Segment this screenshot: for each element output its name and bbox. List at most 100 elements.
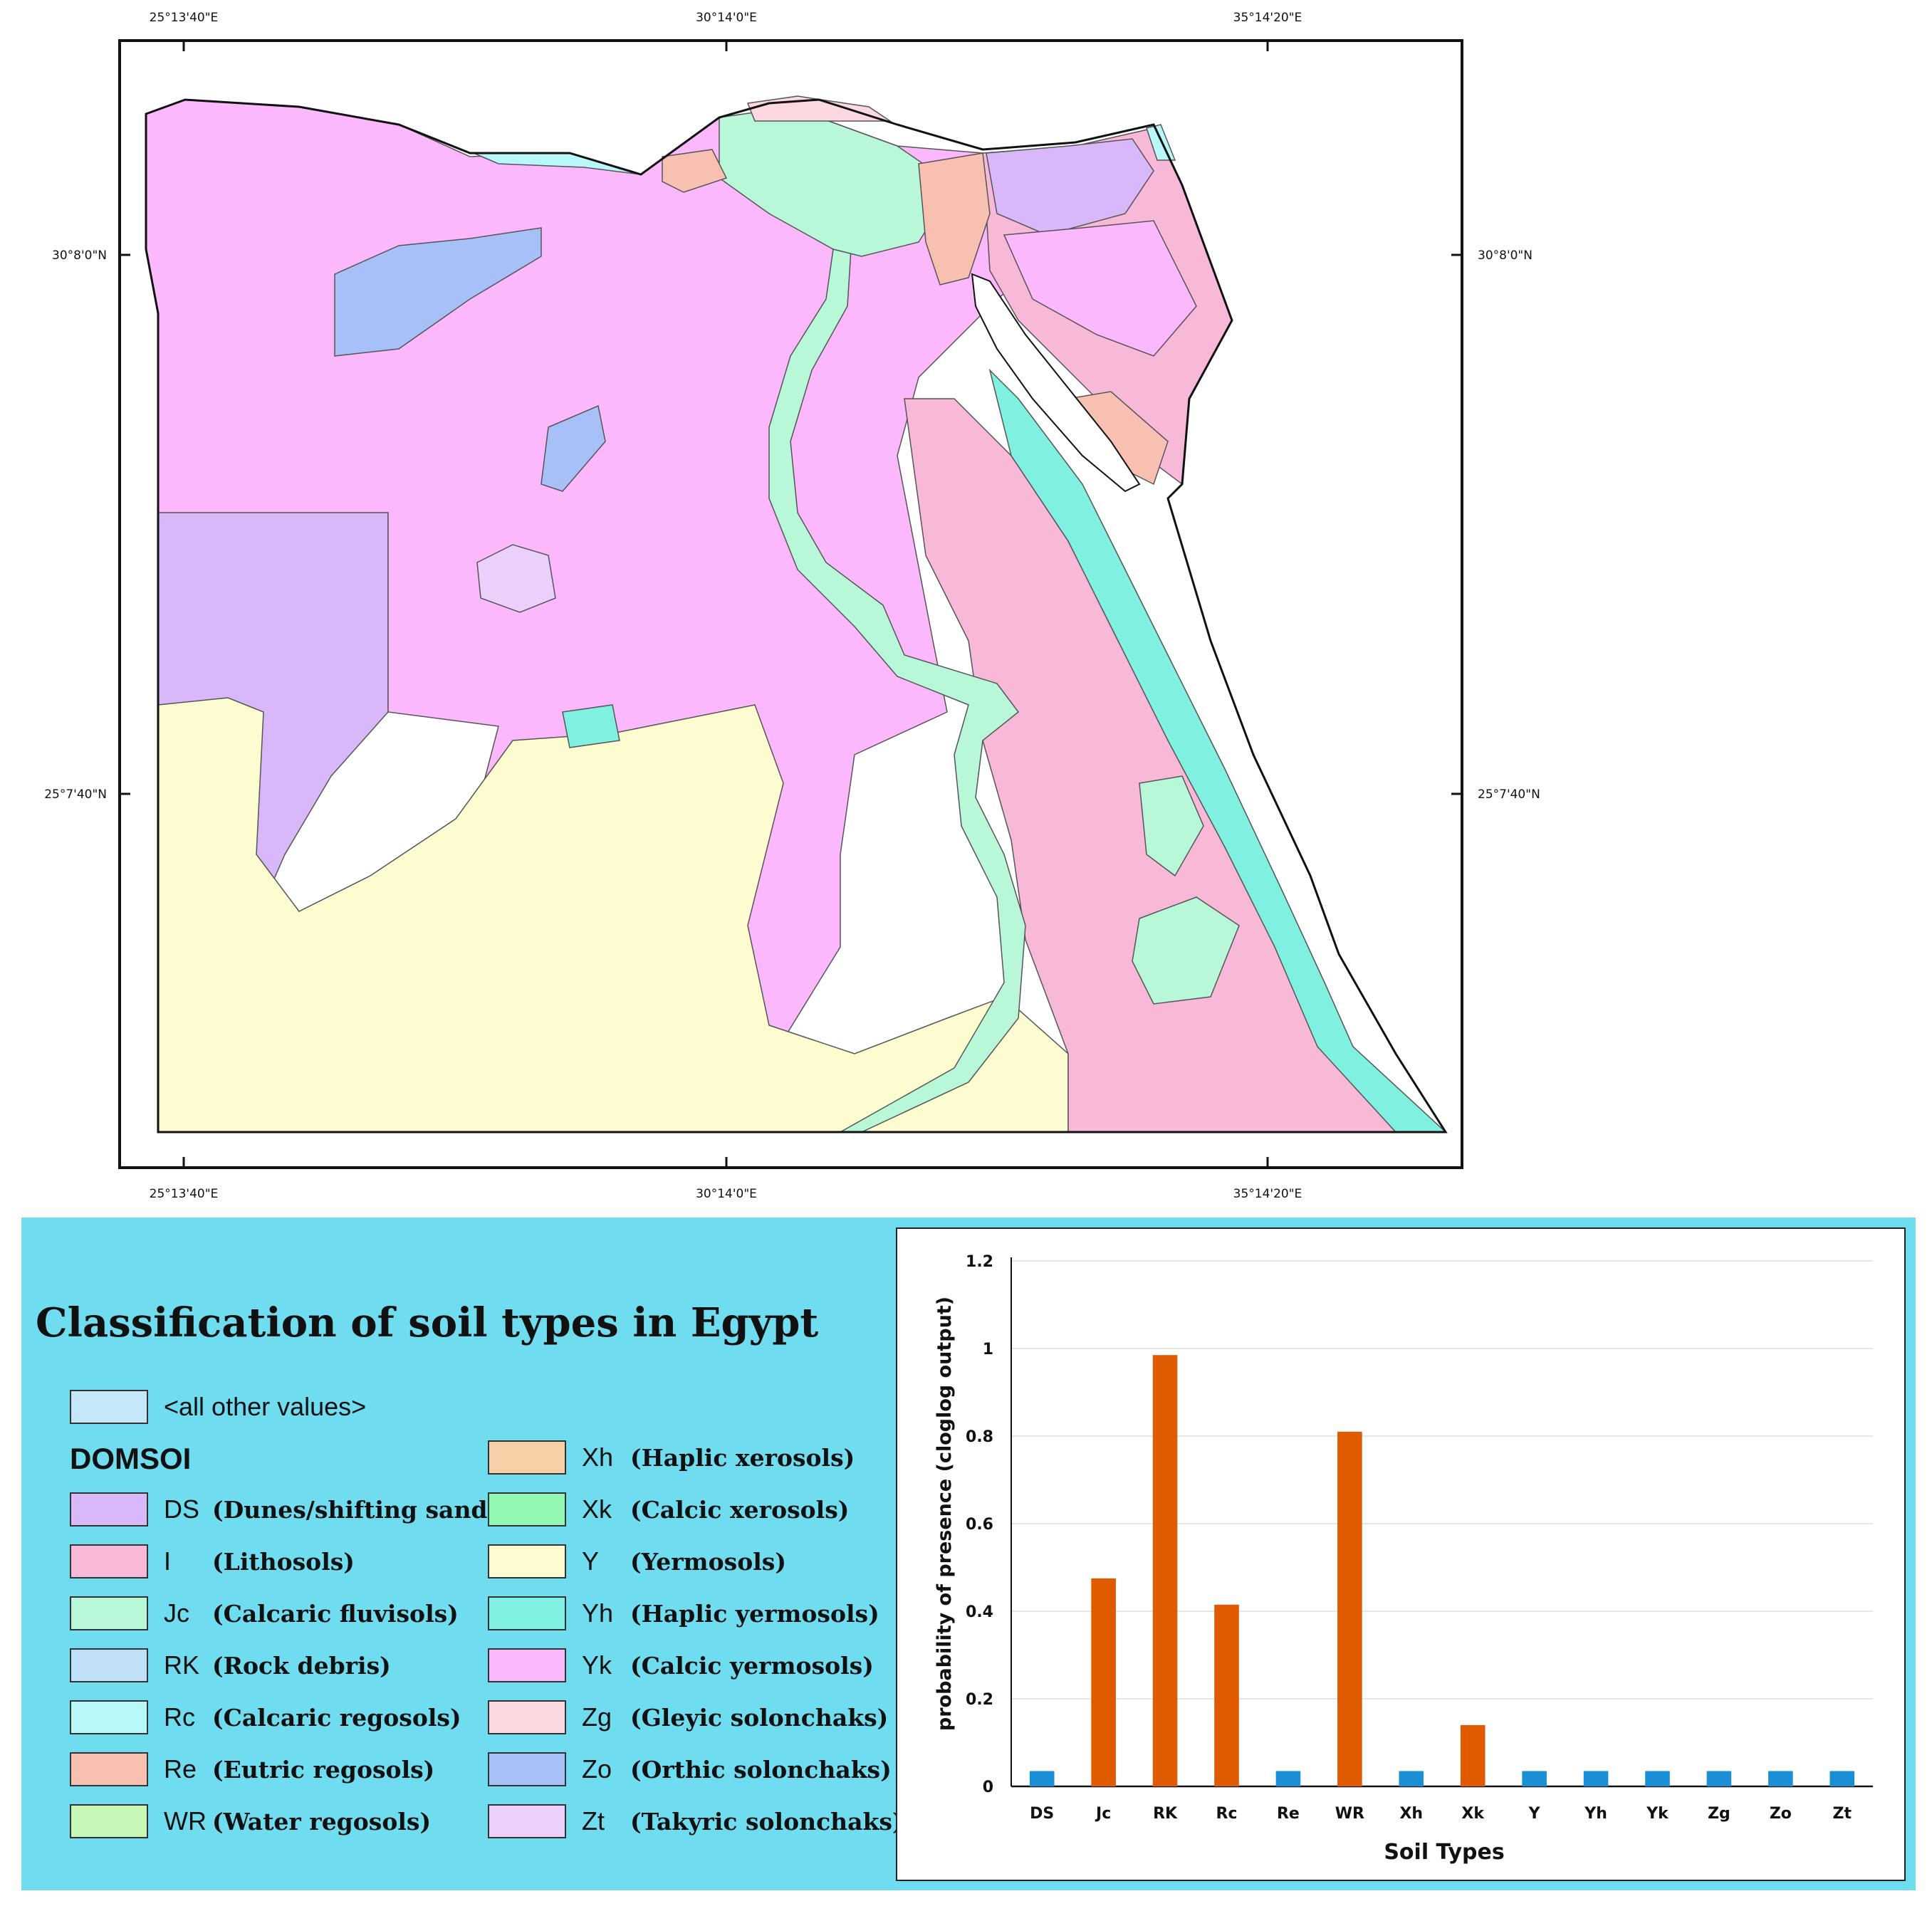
legend-swatch-rc [70,1700,148,1734]
soil-region-jc-east-1 [1139,775,1204,877]
bar-rk [1152,1355,1178,1786]
legend-code-wr: WR [164,1806,207,1836]
legend-code-jc: Jc [164,1598,189,1628]
legend-item-zo: Zo (Orthic solonchaks) [488,1751,892,1788]
y-tick-label-4: 0.8 [966,1428,993,1446]
legend-desc-xh: (Haplic xerosols) [630,1443,855,1472]
soil-region-jc-nile [768,248,1026,1133]
top-lon-label-3: 35°14'20"E [1233,11,1302,25]
legend-swatch-i [70,1544,148,1578]
legend-code-ds: DS [164,1494,200,1524]
x-tick-label-jc: Jc [1095,1805,1111,1823]
legend-swatch-y [488,1544,566,1578]
x-tick-label-wr: WR [1335,1805,1364,1823]
legend-item-zg: Zg (Gleyic solonchaks) [488,1699,888,1736]
legend-desc-xk: (Calcic xerosols) [630,1495,850,1524]
x-tick-label-yh: Yh [1584,1805,1607,1823]
legend-item-other: <all other values> [70,1388,366,1425]
right-lat-label-2: 25°7'40"N [1478,787,1540,802]
bar-wr [1337,1431,1362,1786]
chart-axes [1011,1257,1873,1788]
y-tick-label-0: 0 [983,1779,993,1796]
bottom-lon-label-2: 30°14'0"E [696,1187,757,1201]
y-tick-label-2: 0.4 [966,1603,993,1621]
legend-swatch-yk [488,1648,566,1682]
legend-code-rk: RK [164,1650,200,1680]
legend-swatch-xh [488,1440,566,1475]
legend-item-y: Y (Yermosols) [488,1543,786,1580]
legend-item-rc: Rc (Calcaric regosols) [70,1699,461,1736]
soil-map: 25°13'40"E 30°14'0"E 35°14'20"E 25°13'40… [44,11,1540,1201]
x-tick-label-rk: RK [1153,1805,1178,1823]
legend-desc-zg: (Gleyic solonchaks) [630,1703,889,1732]
legend-desc-yh: (Haplic yermosols) [630,1599,879,1628]
legend-title: Classification of soil types in Egypt [36,1299,819,1346]
soil-region-re-2 [918,152,991,286]
soil-region-y [157,697,1069,1133]
legend-code-re: Re [164,1754,197,1784]
soil-region-ds-sinai [986,138,1154,236]
bar-y [1522,1771,1547,1786]
soil-region-zo [334,227,542,357]
left-lat-label-1: 30°8'0"N [52,248,107,263]
y-tick-label-3: 0.6 [966,1516,993,1534]
legend-item-zt: Zt (Takyric solonchaks) [488,1803,904,1840]
x-tick-label-yk: Yk [1646,1805,1669,1823]
soil-region-re-1 [662,149,728,193]
y-tick-label-6: 1.2 [966,1253,993,1271]
x-tick-label-zg: Zg [1708,1805,1730,1823]
legend-item-xh: Xh (Haplic xerosols) [488,1439,855,1476]
x-tick-label-xh: Xh [1399,1805,1423,1823]
legend-swatch-zg [488,1700,566,1734]
bar-yh [1583,1771,1609,1786]
legend-code-i: I [164,1546,172,1576]
legend-item-jc: Jc (Calcaric fluvisols) [70,1595,459,1632]
legend-item-rk: RK (Rock debris) [70,1647,391,1684]
bar-rc [1214,1604,1239,1786]
egypt-outline [145,98,1448,1133]
bar-xk [1460,1724,1485,1786]
legend-heading: DOMSOI [70,1442,192,1475]
legend-desc-y: (Yermosols) [630,1547,786,1576]
bar-yk [1645,1771,1670,1786]
soil-region-zo-2 [541,404,606,492]
soil-region-jc-east-2 [1132,896,1240,1005]
x-tick-label-ds: DS [1030,1805,1054,1823]
legend-swatch-ds [70,1492,148,1527]
legend-swatch-xk [488,1492,566,1527]
legend-item-yk: Yk (Calcic yermosols) [488,1647,874,1684]
legend-item-xk: Xk (Calcic xerosols) [488,1491,849,1528]
top-lon-label-2: 30°14'0"E [696,11,757,25]
x-tick-label-xk: Xk [1461,1805,1485,1823]
legend-desc-wr: (Water regosols) [212,1807,432,1836]
right-lat-label-1: 30°8'0"N [1478,248,1532,263]
legend-label-other: <all other values> [164,1392,367,1421]
legend-desc-i: (Lithosols) [212,1547,355,1576]
legend-item-yh: Yh (Haplic yermosols) [488,1595,879,1632]
legend-swatch-wr [70,1804,148,1838]
legend-code-rc: Rc [164,1702,195,1732]
legend-code-yh: Yh [582,1598,614,1628]
bottom-lon-label-3: 35°14'20"E [1233,1187,1302,1201]
legend-code-xk: Xk [582,1494,612,1524]
legend-item-re: Re (Eutric regosols) [70,1751,434,1788]
legend-desc-rc: (Calcaric regosols) [212,1703,461,1732]
bar-zt [1829,1771,1855,1786]
legend-desc-yk: (Calcic yermosols) [630,1651,874,1680]
left-lat-label-2: 25°7'40"N [44,787,107,802]
legend-desc-zt: (Takyric solonchaks) [630,1807,904,1836]
legend-code-xh: Xh [582,1442,614,1472]
soil-region-zt [476,544,556,613]
legend-swatch-re [70,1752,148,1786]
bar-xh [1399,1771,1424,1786]
legend-item-wr: WR (Water regosols) [70,1803,431,1840]
y-tick-label-5: 1 [983,1341,993,1358]
legend-desc-jc: (Calcaric fluvisols) [212,1599,459,1628]
chart-grid [1011,1260,1873,1700]
chart-bars [1029,1355,1855,1786]
legend-swatch-rk [70,1648,148,1682]
legend-item-i: I (Lithosols) [70,1543,355,1580]
legend-code-zo: Zo [582,1754,612,1784]
legend-code-y: Y [582,1546,600,1576]
legend-item-ds: DS (Dunes/shifting sand) [70,1491,498,1528]
